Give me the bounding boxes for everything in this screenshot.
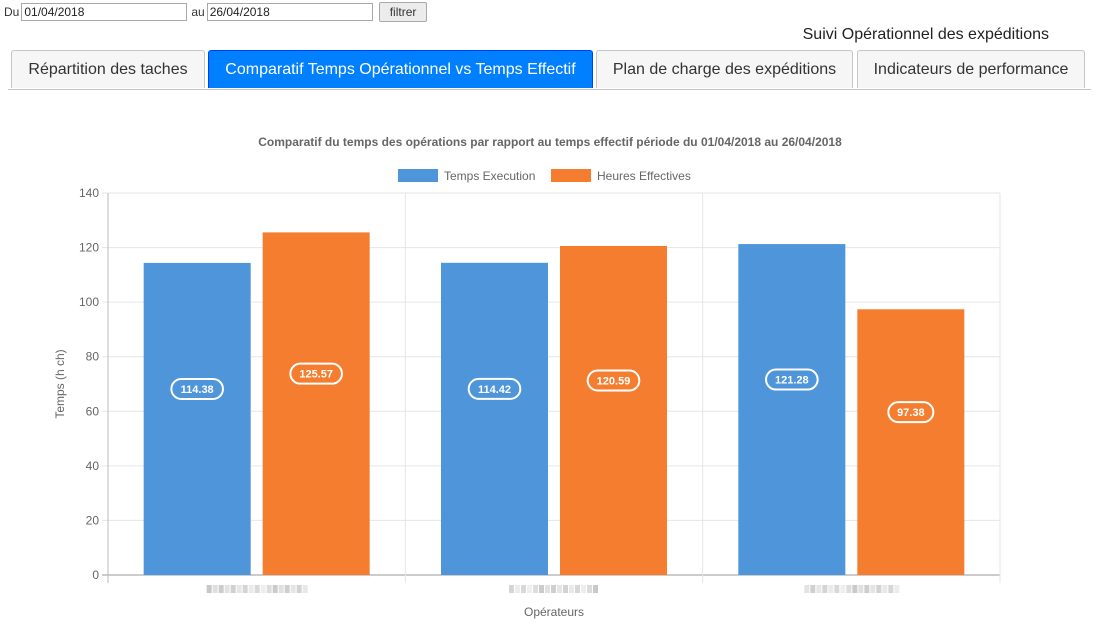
tab-time-comparison[interactable]: Comparatif Temps Opérationnel vs Temps E… bbox=[208, 50, 593, 88]
y-tick-label: 0 bbox=[92, 568, 99, 582]
bar[interactable] bbox=[262, 232, 370, 575]
tab-label: Indicateurs de performance bbox=[873, 60, 1069, 78]
to-date-label: au bbox=[191, 5, 205, 19]
y-tick-label: 60 bbox=[86, 404, 100, 418]
x-axis-title: Opérateurs bbox=[524, 605, 584, 619]
page-title: Suivi Opérationnel des expéditions bbox=[802, 26, 1049, 43]
to-date-input[interactable] bbox=[206, 3, 373, 21]
bar[interactable] bbox=[560, 245, 667, 575]
data-label-bubble bbox=[586, 369, 641, 392]
tab-performance-indicators[interactable]: Indicateurs de performance bbox=[857, 50, 1085, 88]
y-tick-label: 20 bbox=[86, 513, 100, 527]
data-label-bubble bbox=[289, 362, 343, 385]
date-filter-bar: Du au filtrer bbox=[4, 1, 428, 23]
legend-swatch[interactable] bbox=[551, 169, 591, 182]
bar[interactable] bbox=[143, 262, 251, 575]
legend-label[interactable]: Temps Execution bbox=[444, 169, 535, 183]
tab-label: Comparatif Temps Opérationnel vs Temps E… bbox=[225, 60, 576, 78]
chart-bars: 114.38 114.42 121.28 125.57 120.59 97.38 bbox=[143, 232, 965, 575]
y-axis-title: Temps (h ch) bbox=[53, 349, 67, 418]
tab-label: Répartition des taches bbox=[28, 60, 188, 78]
chart-grid: 0 20 40 60 80 100 120 140 bbox=[79, 186, 1001, 583]
chart-legend: Temps Execution Heures Effectives bbox=[398, 169, 691, 183]
bar[interactable] bbox=[738, 244, 846, 575]
y-tick-label: 80 bbox=[86, 350, 100, 364]
x-category-labels bbox=[206, 585, 900, 593]
tab-bar: Répartition des taches Comparatif Temps … bbox=[8, 49, 1091, 90]
from-date-input[interactable] bbox=[21, 3, 188, 21]
data-label: 120.59 bbox=[597, 375, 631, 387]
bar[interactable] bbox=[857, 309, 965, 575]
data-label-bubble bbox=[467, 377, 522, 400]
bar[interactable] bbox=[441, 262, 548, 575]
y-tick-label: 140 bbox=[79, 186, 99, 200]
filter-button[interactable]: filtrer bbox=[378, 2, 428, 22]
data-label: 121.28 bbox=[775, 375, 809, 387]
data-label-bubble bbox=[887, 401, 935, 424]
tab-task-distribution[interactable]: Répartition des taches bbox=[11, 50, 205, 88]
from-date-label: Du bbox=[4, 5, 20, 19]
data-label: 125.57 bbox=[299, 369, 333, 381]
tab-label: Plan de charge des expéditions bbox=[612, 60, 837, 78]
y-tick-label: 40 bbox=[86, 459, 100, 473]
y-tick-label: 100 bbox=[79, 295, 99, 309]
data-label: 97.38 bbox=[897, 407, 925, 419]
y-tick-label: 120 bbox=[79, 241, 99, 255]
x-category-label-obscured bbox=[509, 585, 598, 593]
data-label-bubble bbox=[170, 377, 224, 400]
data-label-bubble bbox=[765, 368, 819, 391]
tab-shipment-workload[interactable]: Plan de charge des expéditions bbox=[596, 50, 853, 88]
data-label: 114.42 bbox=[478, 384, 511, 396]
data-label: 114.38 bbox=[181, 384, 214, 396]
legend-label[interactable]: Heures Effectives bbox=[597, 169, 691, 183]
legend-swatch[interactable] bbox=[398, 169, 438, 182]
x-category-label-obscured bbox=[206, 585, 308, 593]
chart-title: Comparatif du temps des opérations par r… bbox=[258, 135, 842, 149]
x-category-label-obscured bbox=[804, 585, 900, 593]
